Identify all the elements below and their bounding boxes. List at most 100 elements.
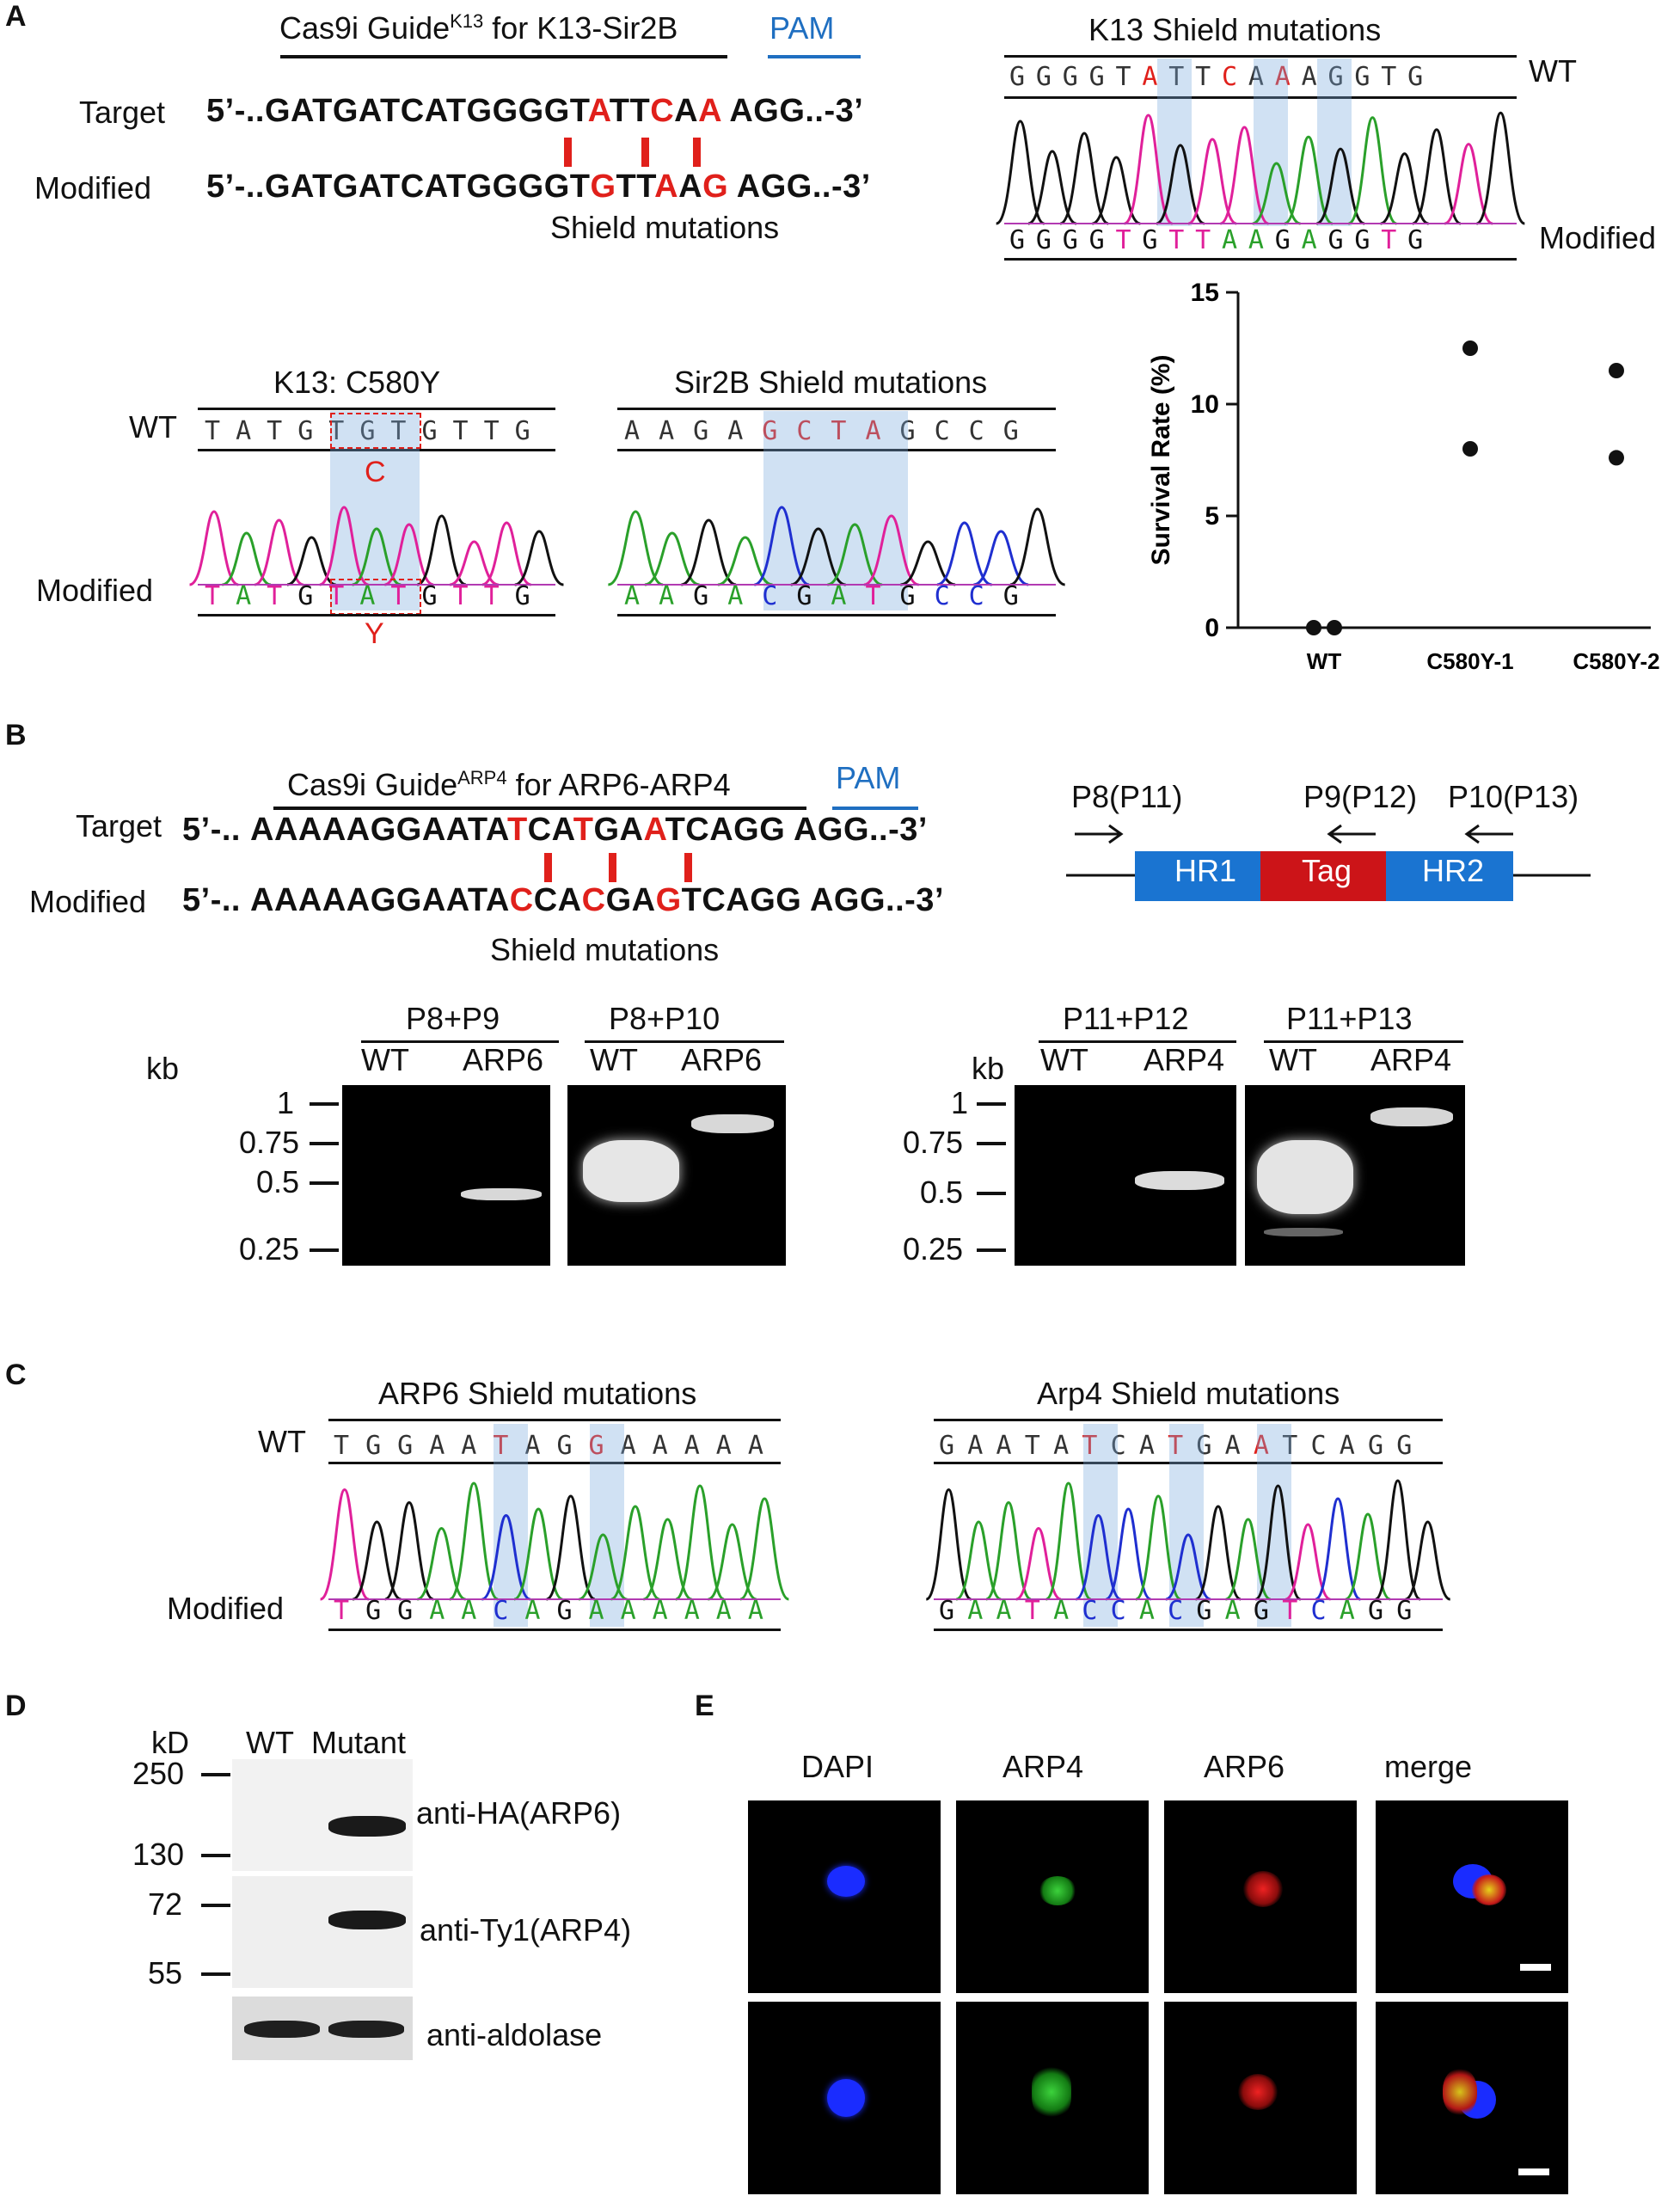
trace-peak bbox=[1075, 1513, 1122, 1601]
kb-label-left: kb bbox=[146, 1051, 180, 1086]
c580y-top-line bbox=[198, 408, 555, 410]
gel-title-1: P8+P9 bbox=[406, 1001, 500, 1036]
y-axis-label: Survival Rate (%) bbox=[1147, 354, 1175, 565]
base-letter: C bbox=[493, 1596, 525, 1626]
base-letter: C bbox=[1222, 62, 1248, 92]
trace-peak bbox=[449, 1481, 500, 1601]
base-letter: G bbox=[1009, 225, 1036, 255]
hr2-label: HR2 bbox=[1422, 853, 1485, 888]
base-letter: A bbox=[1339, 1596, 1368, 1626]
k13-shield-title: K13 Shield mutations bbox=[1088, 12, 1382, 47]
seq-segment: G bbox=[702, 169, 729, 205]
trace-peak bbox=[972, 530, 1029, 586]
base-letter: T bbox=[1082, 1431, 1111, 1461]
base-letter: G bbox=[556, 1431, 589, 1461]
k13-top-line bbox=[1004, 55, 1517, 58]
sir2b-trace bbox=[607, 506, 1066, 586]
k13-mid-line bbox=[1004, 96, 1517, 99]
seq-segment: A bbox=[587, 93, 610, 129]
guide-underline-b bbox=[273, 807, 806, 810]
gel-2-band-wt bbox=[583, 1140, 679, 1202]
base-letter: G bbox=[1407, 62, 1434, 92]
trace-peak bbox=[753, 506, 810, 586]
base-letter: T bbox=[452, 416, 484, 446]
trace-peak bbox=[449, 540, 500, 586]
base-letter: T bbox=[390, 581, 422, 611]
gel-3-lane-wt: WT bbox=[1040, 1042, 1088, 1077]
trace-peak bbox=[610, 1505, 660, 1601]
seq-segment: G bbox=[655, 882, 682, 918]
base-letter: T bbox=[1024, 1596, 1054, 1626]
arp6-title: ARP6 Shield mutations bbox=[378, 1376, 697, 1411]
seq-segment: T bbox=[506, 812, 528, 848]
base-letter: A bbox=[1222, 225, 1248, 255]
base-letter: A bbox=[620, 1596, 653, 1626]
seq-segment: AAAAAGGAATA bbox=[250, 882, 510, 918]
base-letter: G bbox=[365, 1431, 398, 1461]
base-letter: G bbox=[297, 416, 329, 446]
trace-peak bbox=[1123, 113, 1174, 225]
base-letter: A bbox=[1224, 1431, 1254, 1461]
trace-peak bbox=[717, 536, 773, 586]
gel-2-band-mut bbox=[691, 1114, 774, 1133]
base-letter: G bbox=[1407, 225, 1434, 255]
seq-segment: TT bbox=[609, 93, 651, 129]
base-letter: C bbox=[1110, 1431, 1139, 1461]
gel-title-4: P11+P13 bbox=[1286, 1001, 1413, 1036]
trace-peak bbox=[1444, 143, 1493, 225]
img-dapi-2 bbox=[748, 2002, 941, 2194]
target-sequence-b: 5’-.. AAAAAGGAATATCATGAATCAGG AGG..-3’ bbox=[182, 812, 928, 848]
base-letter: G bbox=[359, 416, 391, 446]
trace-peak bbox=[352, 1520, 402, 1601]
k13-bottom-line bbox=[1004, 258, 1517, 261]
gel-title-line-1 bbox=[361, 1040, 559, 1043]
trace-peak bbox=[286, 536, 337, 586]
col-merge: merge bbox=[1384, 1749, 1473, 1784]
base-letter: T bbox=[267, 581, 298, 611]
c580y-bottom-line bbox=[198, 614, 555, 616]
seq-segment: GATGATCATGGGGT bbox=[264, 93, 588, 129]
seq-segment: AGG..-3’ bbox=[720, 93, 864, 129]
c580y-mod-sequence: TATGTATGTTG bbox=[205, 581, 546, 611]
seq-segment: C bbox=[509, 882, 534, 918]
gel-title-2: P8+P10 bbox=[609, 1001, 720, 1036]
hr1-box bbox=[1135, 851, 1260, 901]
base-letter: C bbox=[1310, 1431, 1340, 1461]
base-letter: T bbox=[328, 416, 360, 446]
base-letter: A bbox=[1248, 225, 1275, 255]
base-letter: T bbox=[483, 416, 515, 446]
c580y-wt-box bbox=[330, 413, 421, 449]
base-letter: G bbox=[1327, 225, 1355, 255]
sir2b-bottom-line bbox=[617, 614, 1056, 616]
base-letter: A bbox=[461, 1596, 494, 1626]
panel-label-e: E bbox=[695, 1690, 714, 1722]
k13-mod-sequence: GGGGTGTTAAGAGGTG bbox=[1009, 225, 1434, 255]
gel-1-lane-wt: WT bbox=[361, 1042, 409, 1077]
data-point bbox=[1609, 450, 1624, 466]
hr2-box bbox=[1386, 851, 1513, 901]
arp4-top-line bbox=[934, 1419, 1443, 1421]
trace-peak bbox=[352, 527, 402, 586]
primer-p10-label: P10(P13) bbox=[1448, 779, 1579, 814]
base-letter: G bbox=[693, 581, 728, 611]
sir2b-mod-sequence: AAGACGATGCCG bbox=[624, 581, 1038, 611]
trace-peak bbox=[1194, 1505, 1242, 1601]
gel-3 bbox=[1015, 1085, 1236, 1266]
base-letter: T bbox=[831, 416, 866, 446]
base-letter: A bbox=[1248, 62, 1275, 92]
c580y-mod-label: Modified bbox=[36, 573, 154, 608]
base-letter: A bbox=[1224, 1596, 1254, 1626]
seq-segment: G bbox=[590, 169, 616, 205]
trace-peak bbox=[1315, 1497, 1361, 1601]
base-letter: C bbox=[796, 416, 831, 446]
base-letter: A bbox=[684, 1431, 716, 1461]
data-point bbox=[1462, 441, 1478, 457]
seq-segment: A bbox=[698, 93, 721, 129]
base-letter: T bbox=[1381, 62, 1408, 92]
k13-mod-label: Modified bbox=[1539, 220, 1657, 255]
data-point bbox=[1306, 620, 1321, 635]
data-point bbox=[1609, 363, 1624, 378]
trace-peak bbox=[1254, 1484, 1302, 1601]
base-letter: A bbox=[659, 416, 694, 446]
scale-bar-2 bbox=[1518, 2168, 1549, 2175]
